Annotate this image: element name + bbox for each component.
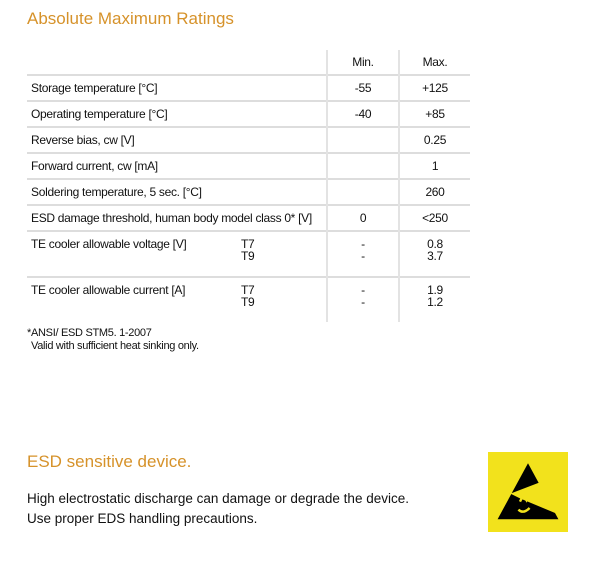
row-min: -- <box>326 230 399 277</box>
row-min: 0 <box>326 204 399 231</box>
table-row: Operating temperature [°C] -40 +85 <box>27 100 470 127</box>
row-label: Forward current, cw [mA] <box>27 152 327 179</box>
row-min <box>326 126 399 153</box>
row-label: TE cooler allowable voltage [V] <box>31 237 187 251</box>
row-min: -40 <box>326 100 399 127</box>
row-max: 260 <box>398 178 470 205</box>
table-row: Soldering temperature, 5 sec. [°C] 260 <box>27 178 470 205</box>
row-max: <250 <box>398 204 470 231</box>
row-label: Storage temperature [°C] <box>27 74 327 101</box>
row-max: 1 <box>398 152 470 179</box>
esd-warning-icon <box>488 452 568 532</box>
row-label: Operating temperature [°C] <box>27 100 327 127</box>
row-label: ESD damage threshold, human body model c… <box>27 204 327 231</box>
table-row: TE cooler allowable current [A] T7 T9 - -1.9… <box>27 276 470 322</box>
header-max: Max. <box>398 50 470 75</box>
row-label: Soldering temperature, 5 sec. [°C] <box>27 178 327 205</box>
row-label: Reverse bias, cw [V] <box>27 126 327 153</box>
row-min: -55 <box>326 74 399 101</box>
row-variants: T7 T9 <box>241 283 255 309</box>
row-min <box>326 152 399 179</box>
page-title: Absolute Maximum Ratings <box>27 9 234 28</box>
footnote: *ANSI/ ESD STM5. 1-2007 Valid with suffi… <box>27 327 199 352</box>
row-label: TE cooler allowable current [A] <box>31 283 186 297</box>
row-min: -- <box>326 276 399 322</box>
row-min <box>326 178 399 205</box>
table-row: ESD damage threshold, human body model c… <box>27 204 470 231</box>
row-max: 0.25 <box>398 126 470 153</box>
row-variants: T7 T9 <box>241 237 255 263</box>
table-header: Min. Max. <box>27 50 470 75</box>
table-row: Forward current, cw [mA] 1 <box>27 152 470 179</box>
row-max: 1.9 1.2 <box>398 276 470 322</box>
esd-title: ESD sensitive device. <box>27 452 192 471</box>
row-max: 0.8 3.7 <box>398 230 470 277</box>
table-row: Reverse bias, cw [V] 0.25 <box>27 126 470 153</box>
header-min: Min. <box>326 50 399 75</box>
table-row: Storage temperature [°C] -55 +125 <box>27 74 470 101</box>
row-max: +125 <box>398 74 470 101</box>
table-row: TE cooler allowable voltage [V] T7 T9 - -0.8… <box>27 230 470 277</box>
esd-text: High electrostatic discharge can damage … <box>27 491 409 526</box>
row-max: +85 <box>398 100 470 127</box>
ratings-table: Min. Max. Storage temperature [°C] -55 +125… <box>27 50 470 322</box>
